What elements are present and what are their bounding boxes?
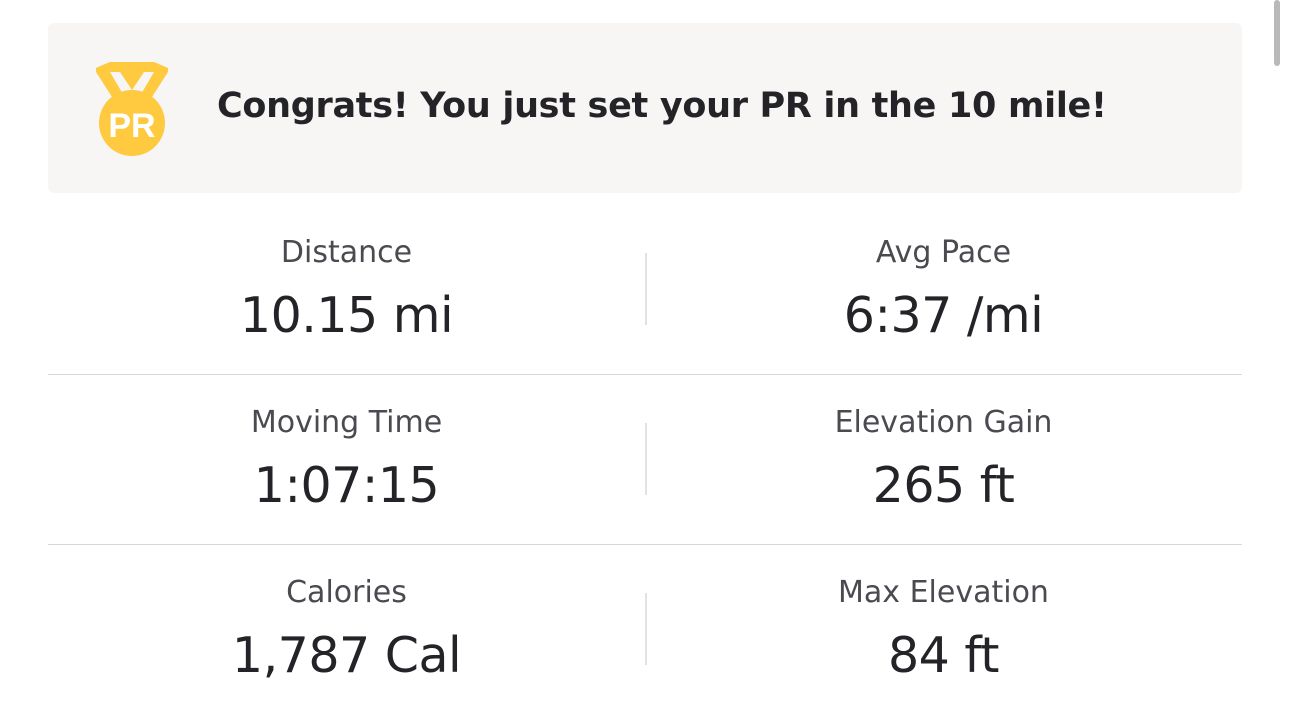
stat-value: 1,787 Cal xyxy=(231,627,462,684)
stat-calories: Calories 1,787 Cal xyxy=(48,545,645,715)
stat-label: Elevation Gain xyxy=(834,405,1053,440)
pr-banner xyxy=(48,23,1242,193)
stat-row: Moving Time 1:07:15 Elevation Gain 265 f… xyxy=(48,375,1242,545)
stat-distance: Distance 10.15 mi xyxy=(48,205,645,375)
stat-divider xyxy=(645,253,647,325)
stat-row: Distance 10.15 mi Avg Pace 6:37 /mi xyxy=(48,205,1242,375)
stat-label: Moving Time xyxy=(250,405,443,440)
stat-elevation-gain: Elevation Gain 265 ft xyxy=(645,375,1242,545)
stat-max-elevation: Max Elevation 84 ft xyxy=(645,545,1242,715)
stat-label: Calories xyxy=(286,575,407,610)
stat-value: 10.15 mi xyxy=(239,287,454,344)
stat-divider xyxy=(645,593,647,665)
stat-divider xyxy=(645,423,647,495)
stats-grid: Distance 10.15 mi Avg Pace 6:37 /mi Movi… xyxy=(48,205,1242,715)
stat-value: 6:37 /mi xyxy=(843,287,1044,344)
pr-medal-icon: PR xyxy=(96,62,168,156)
medal-label: PR xyxy=(108,107,155,145)
stat-avg-pace: Avg Pace 6:37 /mi xyxy=(645,205,1242,375)
stat-label: Distance xyxy=(280,235,413,270)
stat-label: Max Elevation xyxy=(838,575,1049,610)
pr-message: Congrats! You just set your PR in the 10… xyxy=(217,86,1107,126)
stat-value: 1:07:15 xyxy=(253,457,440,514)
stat-value: 84 ft xyxy=(887,627,1000,684)
stat-row: Calories 1,787 Cal Max Elevation 84 ft xyxy=(48,545,1242,715)
stat-label: Avg Pace xyxy=(875,235,1012,270)
scrollbar[interactable] xyxy=(1274,0,1280,66)
stat-value: 265 ft xyxy=(872,457,1015,514)
stat-moving-time: Moving Time 1:07:15 xyxy=(48,375,645,545)
